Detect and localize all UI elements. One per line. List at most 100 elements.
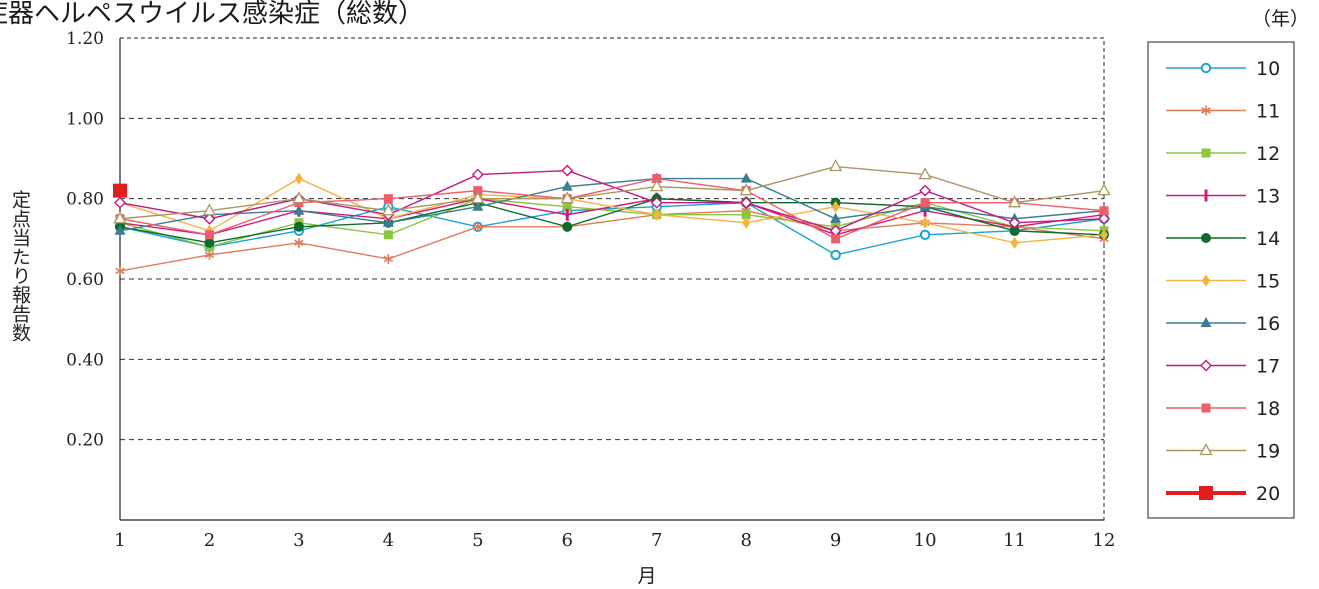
legend-label: 15 xyxy=(1256,271,1280,293)
data-point xyxy=(565,208,569,221)
legend-item: 13 xyxy=(1166,186,1280,208)
y-tick-label: 1.00 xyxy=(66,109,104,129)
x-tick-label: 9 xyxy=(830,530,841,551)
data-point xyxy=(204,237,215,248)
series-line xyxy=(119,197,1105,244)
legend-label: 13 xyxy=(1256,186,1280,208)
y-axis-label: 定点当たり報告数 xyxy=(9,190,31,342)
data-point xyxy=(830,212,842,223)
y-tick-label: 0.40 xyxy=(66,350,104,370)
series-17 xyxy=(114,164,1110,237)
data-point xyxy=(1010,236,1019,249)
legend-marker xyxy=(1200,359,1212,372)
data-point xyxy=(919,229,931,241)
data-point xyxy=(1099,206,1109,216)
data-point xyxy=(292,191,306,204)
x-tick-label: 11 xyxy=(1003,530,1026,551)
data-point xyxy=(650,196,663,209)
data-point xyxy=(650,179,664,192)
data-point xyxy=(1100,228,1108,241)
x-tick-label: 1 xyxy=(114,530,125,551)
legend-item: 20 xyxy=(1166,483,1280,505)
data-point xyxy=(740,172,752,183)
data-point xyxy=(918,167,932,180)
data-point xyxy=(561,164,574,177)
x-tick-label: 12 xyxy=(1093,530,1116,551)
data-point xyxy=(113,211,127,224)
legend-label: 17 xyxy=(1256,356,1280,378)
data-point xyxy=(203,212,216,225)
data-point xyxy=(739,183,753,196)
legend-label: 19 xyxy=(1256,441,1280,463)
x-tick-labels: 1 2 3 4 5 6 7 8 9 10 11 12 xyxy=(114,530,1115,551)
series-line xyxy=(119,210,1105,272)
data-point xyxy=(113,183,127,198)
legend-label: 11 xyxy=(1256,101,1280,123)
data-point xyxy=(561,180,573,191)
data-point xyxy=(652,174,662,184)
y-tick-labels: 0.20 0.40 0.60 0.80 1.00 1.20 xyxy=(66,29,104,451)
data-point xyxy=(831,200,840,213)
legend-label: 14 xyxy=(1256,228,1280,250)
grid-lines xyxy=(120,117,1104,441)
legend-label: 20 xyxy=(1256,483,1280,505)
legend-label: 16 xyxy=(1256,313,1280,335)
x-tick-label: 7 xyxy=(651,530,662,551)
series-lines xyxy=(113,159,1111,276)
data-point xyxy=(381,203,395,216)
legend: 10 11 12 13 14 15 16 17 18 19 20 xyxy=(1166,58,1280,505)
x-axis-label: 月 xyxy=(637,565,656,587)
series-line xyxy=(119,197,1105,248)
legend-item: 11 xyxy=(1166,101,1280,123)
x-tick-label: 8 xyxy=(740,530,751,551)
data-point xyxy=(1098,212,1110,225)
data-point xyxy=(471,191,485,204)
x-tick-label: 3 xyxy=(293,530,304,551)
data-point xyxy=(921,216,930,229)
legend-label: 10 xyxy=(1256,58,1280,80)
data-point xyxy=(1007,195,1022,208)
series-line xyxy=(119,177,1105,232)
data-point xyxy=(204,230,214,240)
data-point xyxy=(740,196,753,209)
y-tick-label: 1.20 xyxy=(66,29,104,49)
data-point xyxy=(471,168,484,181)
series-line xyxy=(119,169,1105,232)
data-point xyxy=(294,172,303,185)
series-line xyxy=(119,177,1105,240)
data-point xyxy=(473,186,483,196)
series-20 xyxy=(113,183,127,198)
legend-item: 14 xyxy=(1166,228,1280,250)
data-point xyxy=(829,159,843,172)
x-tick-label: 4 xyxy=(383,530,394,551)
legend-marker xyxy=(1199,443,1213,456)
legend-item: 10 xyxy=(1166,58,1280,80)
legend-label: 18 xyxy=(1256,398,1280,420)
data-point xyxy=(1008,216,1021,229)
legend-marker xyxy=(1201,403,1211,413)
series-19 xyxy=(113,159,1111,224)
legend-marker xyxy=(1201,105,1211,116)
legend-marker xyxy=(1200,62,1212,74)
legend-marker xyxy=(1204,189,1208,202)
data-point xyxy=(473,221,483,232)
data-point xyxy=(652,208,661,221)
data-point xyxy=(920,198,930,208)
legend-item: 17 xyxy=(1166,356,1280,378)
x-tick-label: 5 xyxy=(472,530,483,551)
data-point xyxy=(114,224,126,235)
data-point xyxy=(472,200,484,211)
legend-marker xyxy=(1199,486,1213,500)
data-point xyxy=(114,196,126,209)
data-point xyxy=(831,234,841,244)
legend-item: 15 xyxy=(1166,271,1280,293)
data-point xyxy=(382,216,394,227)
data-point xyxy=(560,191,574,204)
data-point xyxy=(204,249,215,260)
data-point xyxy=(741,210,751,220)
y-tick-label: 0.80 xyxy=(66,190,104,210)
legend-item: 19 xyxy=(1166,441,1280,463)
data-point xyxy=(562,202,572,212)
data-point xyxy=(294,237,304,248)
data-point xyxy=(562,221,573,232)
